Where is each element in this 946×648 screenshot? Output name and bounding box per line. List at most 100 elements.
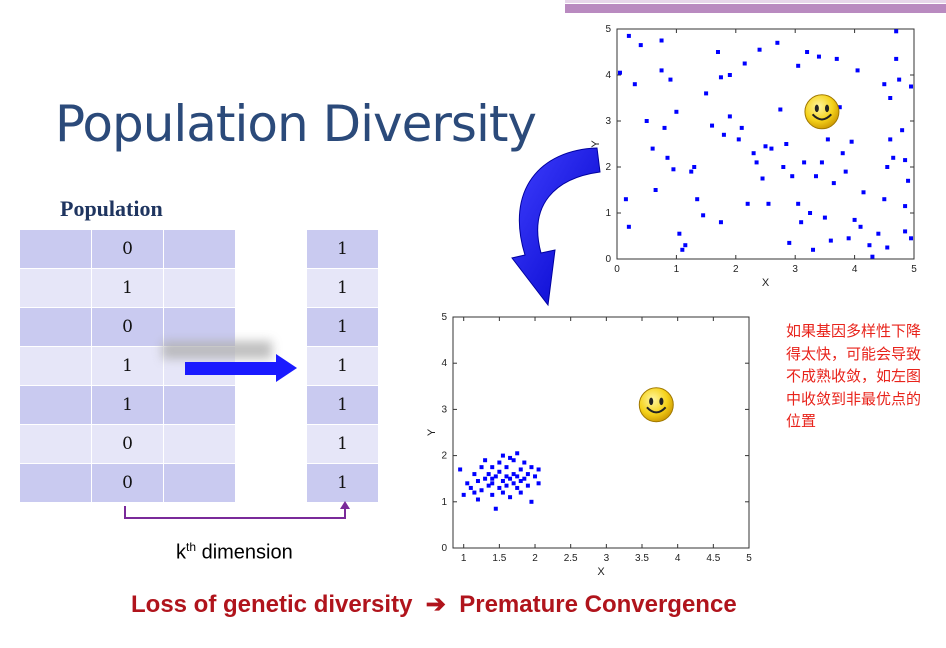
data-point bbox=[497, 485, 502, 490]
data-point bbox=[894, 56, 899, 61]
x-tick-label: 4.5 bbox=[706, 553, 720, 564]
data-point bbox=[653, 188, 658, 192]
result-value-cell: 1 bbox=[306, 268, 379, 308]
data-point bbox=[504, 474, 509, 479]
data-point bbox=[522, 460, 527, 465]
data-point bbox=[515, 474, 520, 479]
data-point bbox=[811, 247, 816, 252]
x-tick-label: 3.5 bbox=[635, 553, 649, 564]
data-point bbox=[882, 197, 887, 202]
data-point bbox=[671, 167, 676, 172]
result-row: 1 bbox=[306, 229, 379, 269]
data-point bbox=[894, 29, 899, 34]
population-empty-cell bbox=[19, 463, 92, 503]
population-empty-cell bbox=[163, 268, 236, 308]
data-point bbox=[831, 181, 836, 186]
plot-area bbox=[616, 28, 915, 260]
population-value-cell: 0 bbox=[91, 463, 164, 503]
data-point bbox=[668, 77, 673, 82]
data-point bbox=[529, 465, 534, 470]
caption-arrow-icon: ➔ bbox=[425, 591, 446, 618]
data-point bbox=[808, 211, 813, 215]
smiley-eye-right bbox=[824, 104, 830, 113]
data-point bbox=[479, 488, 484, 493]
population-empty-cell bbox=[19, 268, 92, 308]
data-point bbox=[465, 481, 470, 486]
data-point bbox=[757, 47, 762, 52]
data-point bbox=[626, 33, 631, 38]
data-point bbox=[828, 238, 833, 243]
y-tick-label: 3 bbox=[605, 116, 611, 127]
data-point bbox=[778, 107, 783, 112]
data-point bbox=[483, 476, 488, 481]
y-tick-label: 5 bbox=[441, 312, 447, 323]
data-point bbox=[508, 455, 513, 460]
data-point bbox=[870, 254, 875, 259]
data-point bbox=[710, 123, 715, 128]
y-tick-label: 0 bbox=[605, 254, 611, 265]
data-point bbox=[739, 125, 744, 130]
scatter-chart-diverse: 0 1 2 3 4 5 0 1 2 3 4 5 X Y bbox=[590, 24, 917, 289]
data-point bbox=[867, 243, 872, 248]
scatter-chart-converged: 1 1.5 2 2.5 3 3.5 4 4.5 5 0 1 2 3 4 5 X Y bbox=[426, 312, 752, 578]
data-point bbox=[802, 160, 807, 165]
x-tick-label: 5 bbox=[746, 553, 752, 564]
data-point bbox=[659, 38, 664, 43]
data-point bbox=[518, 479, 523, 484]
population-empty-cell bbox=[163, 424, 236, 464]
data-point bbox=[882, 82, 887, 87]
data-point bbox=[796, 63, 801, 68]
data-point bbox=[617, 70, 622, 75]
population-value-cell: 1 bbox=[91, 346, 164, 386]
data-point bbox=[500, 453, 505, 458]
data-point bbox=[819, 160, 824, 165]
dimension-label: kth dimension bbox=[176, 540, 293, 564]
y-axis-label: Y bbox=[590, 140, 602, 148]
data-point bbox=[479, 465, 484, 470]
data-point bbox=[468, 485, 473, 490]
data-point bbox=[843, 169, 848, 174]
data-point bbox=[885, 165, 890, 169]
population-row: 1 bbox=[19, 268, 236, 308]
y-tick-label: 2 bbox=[605, 162, 611, 173]
x-tick-label: 4 bbox=[675, 553, 681, 564]
data-point bbox=[721, 132, 726, 137]
data-point bbox=[518, 490, 523, 495]
data-point bbox=[888, 96, 893, 100]
data-point bbox=[891, 155, 896, 160]
y-tick-label: 2 bbox=[441, 451, 447, 462]
data-point bbox=[536, 467, 541, 472]
y-tick-label: 5 bbox=[605, 24, 611, 35]
data-point bbox=[837, 105, 842, 110]
data-point bbox=[718, 220, 723, 225]
smiley-eye-left bbox=[814, 104, 819, 113]
data-point bbox=[849, 139, 854, 144]
data-point bbox=[486, 472, 491, 477]
data-point bbox=[790, 174, 795, 179]
smiley-mouth bbox=[646, 406, 667, 414]
y-axis-label: Y bbox=[426, 428, 438, 436]
population-label: Population bbox=[60, 196, 163, 221]
data-point bbox=[695, 197, 700, 202]
data-point bbox=[511, 472, 516, 477]
data-point bbox=[515, 451, 520, 456]
x-tick-label: 1 bbox=[674, 264, 680, 275]
smiley-face bbox=[638, 387, 674, 423]
data-point bbox=[493, 506, 498, 511]
data-point bbox=[680, 247, 685, 252]
data-point bbox=[727, 114, 732, 119]
data-point bbox=[718, 75, 723, 80]
x-tick-label: 2 bbox=[733, 264, 739, 275]
header-accent-bar bbox=[565, 4, 946, 13]
x-tick-label: 3 bbox=[792, 264, 798, 275]
x-tick-label: 1 bbox=[461, 553, 467, 564]
data-point bbox=[796, 201, 801, 206]
data-point bbox=[490, 465, 495, 470]
data-point bbox=[766, 201, 771, 206]
data-point bbox=[909, 84, 914, 89]
y-tick-label: 3 bbox=[441, 404, 447, 415]
data-point bbox=[689, 169, 694, 174]
data-point bbox=[840, 151, 845, 156]
